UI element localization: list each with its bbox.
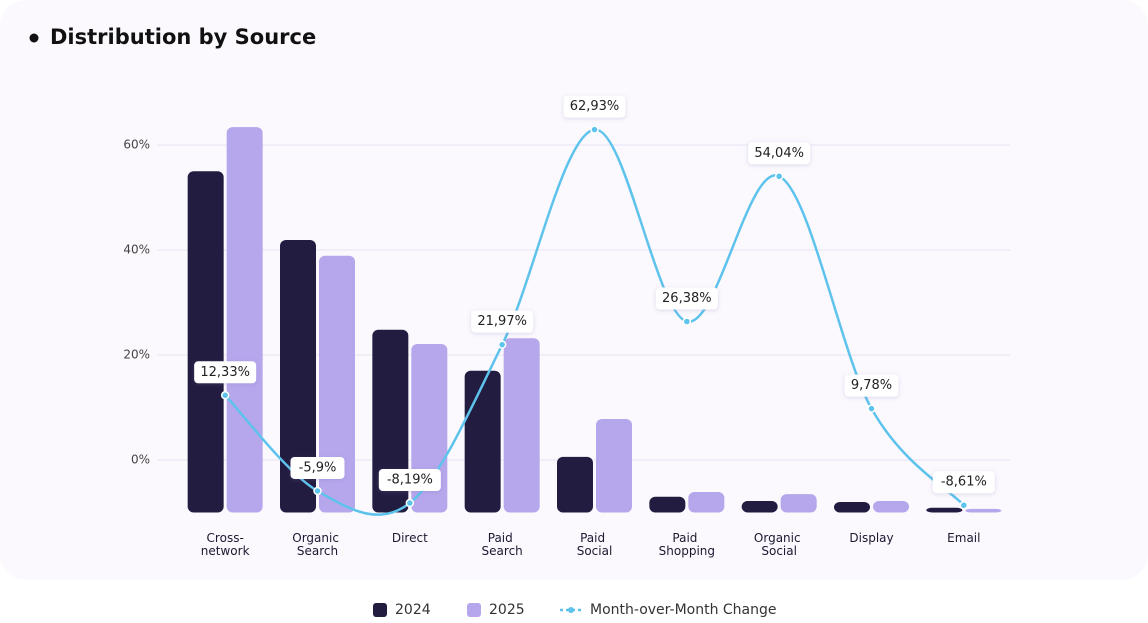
bar bbox=[319, 255, 355, 513]
x-tick-label: Organic Search bbox=[292, 531, 343, 558]
line-point bbox=[590, 125, 599, 134]
value-label-box bbox=[563, 95, 626, 118]
x-tick-label: Display bbox=[849, 531, 893, 545]
line bbox=[224, 128, 965, 516]
x-tick-label-line: Email bbox=[947, 531, 980, 545]
x-tick-label-line: Display bbox=[849, 531, 893, 545]
bar bbox=[503, 338, 540, 513]
x-tick-label-line: Social bbox=[577, 544, 613, 558]
y-tick-label: 0% bbox=[131, 453, 150, 467]
bar bbox=[649, 496, 686, 513]
bar bbox=[226, 127, 263, 513]
bar bbox=[372, 329, 409, 513]
line-point bbox=[220, 391, 230, 400]
value-label-box bbox=[290, 456, 345, 479]
value-label: 62,93% bbox=[570, 99, 620, 114]
x-tick-label-line: Direct bbox=[392, 531, 428, 545]
title-bullet bbox=[29, 33, 39, 43]
value-label: 9,78% bbox=[851, 378, 892, 393]
legend-swatch bbox=[467, 603, 481, 617]
x-tick-label-line: Cross- bbox=[207, 531, 244, 545]
bar bbox=[834, 502, 870, 513]
x-tick-label-line: network bbox=[201, 544, 250, 558]
value-label: -8,19% bbox=[387, 472, 433, 487]
value-label-box bbox=[471, 310, 534, 333]
value-label-box bbox=[932, 471, 995, 494]
legend-label: 2024 bbox=[395, 602, 431, 618]
x-tick-label-line: Paid bbox=[488, 531, 517, 545]
value-label-box bbox=[378, 468, 441, 491]
line-point bbox=[774, 172, 784, 181]
bar bbox=[187, 171, 224, 513]
x-tick-label-line: Organic bbox=[292, 531, 343, 545]
value-label: -8,61% bbox=[941, 475, 987, 490]
value-label-box bbox=[748, 142, 811, 165]
bar bbox=[926, 507, 963, 513]
value-label: 26,38% bbox=[662, 291, 712, 306]
value-label-box bbox=[655, 287, 718, 310]
legend-label: 2025 bbox=[489, 602, 525, 618]
x-tick-label: Email bbox=[947, 531, 980, 545]
value-label: 54,04% bbox=[754, 146, 804, 161]
line-point bbox=[682, 317, 692, 326]
x-tick-label: Paid Social bbox=[577, 531, 613, 558]
x-tick-label: Organic Social bbox=[754, 531, 805, 558]
x-tick-label: Paid Search bbox=[482, 531, 523, 558]
chart-title: Distribution by Source bbox=[50, 25, 316, 49]
bar bbox=[596, 419, 632, 513]
x-tick-label: Paid Shopping bbox=[659, 531, 715, 558]
legend-swatch bbox=[373, 603, 387, 617]
bar bbox=[464, 370, 501, 513]
value-label-box bbox=[844, 374, 899, 397]
x-tick-label-line: Search bbox=[482, 544, 523, 558]
bar bbox=[741, 500, 778, 513]
x-tick-label-line: Social bbox=[761, 544, 797, 558]
x-tick-label: Cross-network bbox=[201, 531, 250, 558]
value-label-box bbox=[194, 361, 257, 384]
value-label: -5,9% bbox=[299, 460, 337, 475]
bar bbox=[965, 508, 1002, 513]
x-tick-label-line: Search bbox=[297, 544, 338, 558]
line-point bbox=[405, 498, 415, 508]
y-tick-label: 20% bbox=[123, 348, 150, 362]
bar bbox=[557, 456, 593, 513]
value-label: 12,33% bbox=[200, 365, 250, 380]
line-point bbox=[497, 340, 507, 349]
line-point bbox=[313, 486, 322, 496]
bar bbox=[873, 500, 909, 513]
x-tick-label-line: Shopping bbox=[659, 544, 715, 558]
y-tick-label: 60% bbox=[123, 138, 150, 152]
bar bbox=[688, 492, 725, 513]
y-tick-label: 40% bbox=[123, 243, 150, 257]
legend-label: Month-over-Month Change bbox=[590, 602, 777, 618]
x-tick-label-line: Paid bbox=[580, 531, 609, 545]
line-point bbox=[867, 404, 876, 413]
bar bbox=[280, 240, 316, 513]
x-tick-label: Direct bbox=[392, 531, 428, 545]
x-tick-label-line: Organic bbox=[754, 531, 805, 545]
bar bbox=[780, 494, 817, 513]
value-label: 21,97% bbox=[477, 314, 527, 329]
line-point bbox=[959, 500, 969, 510]
x-tick-label-line: Paid bbox=[672, 531, 701, 545]
legend-swatch-dot bbox=[568, 607, 574, 613]
